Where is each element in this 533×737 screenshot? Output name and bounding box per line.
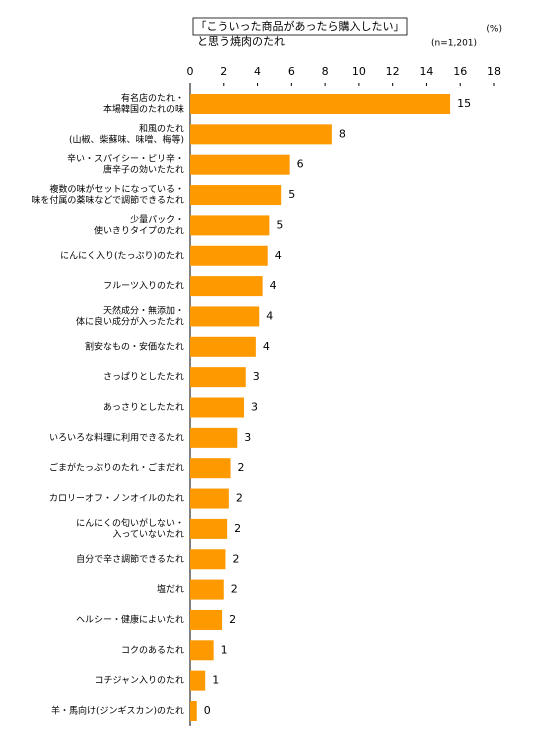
bar [190, 609, 223, 630]
y-tick-label: 味を付属の薬味などで調節できるたれ [31, 194, 184, 206]
y-tick-label: 使いきりタイプのたれ [94, 224, 184, 236]
x-tick-label: 6 [288, 65, 295, 78]
y-tick-label: (山椒、柴蘇味、味噌、梅等) [69, 133, 184, 145]
y-tick-label: にんにくの匂いがしない・ [76, 517, 184, 529]
value-label: 8 [339, 127, 346, 140]
y-tick-label: 唐辛子の効いたたれ [103, 164, 184, 176]
x-tick-label: 16 [453, 65, 467, 78]
y-tick-label: 和風のたれ [139, 123, 184, 134]
bar [190, 640, 214, 661]
bar [190, 245, 268, 266]
bar [190, 427, 238, 448]
bar [190, 488, 229, 509]
y-tick-label: 辛い・スパイシー・ピリ辛・ [67, 153, 184, 165]
bar [190, 579, 224, 600]
bar [190, 215, 270, 236]
bar [190, 458, 231, 479]
y-tick-label: にんにく入り(たっぷり)のたれ [60, 250, 184, 261]
bar [190, 670, 206, 691]
y-tick-label: フルーツ入りのたれ [103, 281, 184, 292]
y-tick-label: ヘルシー・健康によいたれ [76, 613, 184, 625]
value-label: 5 [288, 188, 295, 201]
bar [190, 185, 282, 206]
value-label: 2 [234, 522, 241, 535]
bar [190, 154, 290, 175]
y-tick-label: 少量パック・ [130, 214, 184, 225]
y-tick-label: 塩だれ [157, 583, 184, 595]
bar [190, 94, 451, 114]
y-tick-label: ごまがたっぷりのたれ・ごまだれ [49, 462, 184, 474]
subtitle: (n=1,201) [431, 39, 477, 49]
x-tick-label: 14 [419, 65, 433, 78]
value-label: 2 [231, 583, 238, 596]
y-tick-label: コクのあるたれ [121, 645, 184, 656]
chart-title: と思う焼肉のたれ [197, 35, 285, 48]
value-label: 2 [232, 552, 239, 565]
y-tick-label: 有名店のたれ・ [121, 92, 184, 104]
bar [190, 306, 260, 327]
y-tick-label: 本場韓国のたれの味 [103, 103, 184, 115]
y-tick-label: 天然成分・無添加・ [103, 304, 184, 316]
x-tick-label: 10 [352, 65, 366, 78]
value-label: 3 [251, 401, 258, 414]
value-label: 0 [204, 704, 211, 717]
x-tick-label: 2 [220, 65, 227, 78]
value-label: 2 [229, 613, 236, 626]
x-tick-label: 0 [187, 65, 194, 78]
value-label: 1 [212, 674, 219, 687]
value-label: 4 [275, 249, 282, 262]
value-label: 6 [297, 158, 304, 171]
y-tick-label: 自分で辛さ調節できるたれ [76, 553, 184, 565]
bar [190, 549, 226, 570]
y-tick-label: コチジャン入りのたれ [94, 675, 184, 686]
bar [190, 336, 256, 357]
y-tick-label: いろいろな料理に利用できるたれ [49, 431, 184, 443]
value-label: 4 [263, 340, 270, 353]
y-tick-label: 体に良い成分が入ったたれ [76, 315, 184, 327]
value-label: 1 [221, 643, 228, 656]
bar [190, 367, 246, 388]
value-label: 2 [236, 492, 243, 505]
bar [190, 276, 263, 297]
value-label: 3 [253, 370, 260, 383]
y-tick-label: カロリーオフ・ノンオイルのたれ [49, 493, 184, 504]
y-tick-label: 割安なもの・安価なたれ [85, 340, 184, 352]
x-tick-label: 4 [254, 65, 261, 78]
title-box [192, 17, 408, 36]
x-tick-label: 12 [386, 65, 400, 78]
bar [190, 397, 245, 418]
value-label: 15 [457, 97, 471, 110]
bar [190, 124, 332, 145]
chart-title: 「こういった商品があったら購入したい」 [196, 19, 405, 33]
value-label: 4 [270, 279, 277, 292]
y-tick-label: 羊・馬向け(ジンギスカン)のたれ [51, 705, 184, 717]
y-tick-label: 入っていないたれ [112, 529, 184, 540]
unit-label: (%) [486, 25, 502, 35]
y-tick-label: 複数の味がセットになっている・ [49, 183, 184, 195]
value-label: 5 [276, 218, 283, 231]
value-label: 2 [238, 461, 245, 474]
y-tick-label: さっぱりとしたたれ [103, 372, 184, 383]
x-tick-label: 8 [322, 65, 329, 78]
bar [190, 701, 197, 721]
y-tick-label: あっさりとしたたれ [103, 402, 184, 413]
value-label: 4 [266, 309, 273, 322]
value-label: 3 [244, 431, 251, 444]
x-tick-label: 18 [487, 65, 501, 78]
bar [190, 518, 228, 539]
